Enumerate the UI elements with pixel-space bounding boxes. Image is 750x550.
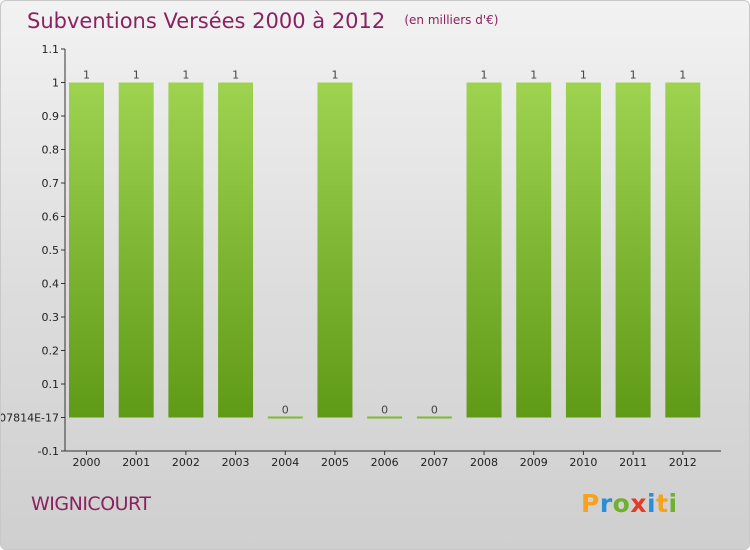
bar bbox=[466, 82, 502, 418]
data-label: 0 bbox=[381, 404, 388, 417]
x-tick-label: 2011 bbox=[619, 456, 647, 469]
data-label: 1 bbox=[580, 69, 587, 82]
data-label: 1 bbox=[679, 69, 686, 82]
data-label: 0 bbox=[431, 404, 438, 417]
bar bbox=[69, 82, 104, 418]
data-label: 1 bbox=[530, 69, 537, 82]
x-tick-label: 2002 bbox=[172, 456, 200, 469]
labels-group: 1 1 1 1 0 1 0 0 1 1 1 1 1 bbox=[83, 69, 686, 417]
x-tick-label: 2006 bbox=[371, 456, 399, 469]
bar bbox=[168, 82, 204, 418]
data-label: 1 bbox=[331, 69, 338, 82]
y-tick-label: 0.6 bbox=[42, 211, 60, 224]
x-tick-label: 2007 bbox=[420, 456, 448, 469]
bar bbox=[516, 82, 552, 418]
bar bbox=[615, 82, 651, 418]
y-tick-label: -0.1 bbox=[38, 445, 59, 458]
chart-subtitle: (en milliers d'€) bbox=[404, 13, 499, 27]
chart-title: Subventions Versées 2000 à 2012 bbox=[27, 9, 386, 33]
proxiti-logo: Proxiti bbox=[581, 489, 678, 518]
data-label: 1 bbox=[630, 69, 637, 82]
bar bbox=[665, 82, 701, 418]
y-tick-label: 1.1 bbox=[42, 43, 60, 56]
y-tick-label: 0.3 bbox=[42, 311, 60, 324]
y-tick-label: 0.1 bbox=[42, 378, 60, 391]
x-tick-label: 2004 bbox=[271, 456, 299, 469]
title-row: Subventions Versées 2000 à 2012 (en mill… bbox=[27, 9, 498, 33]
y-tick-label: 0.5 bbox=[42, 244, 60, 257]
data-label: 1 bbox=[481, 69, 488, 82]
data-label: 1 bbox=[232, 69, 239, 82]
bar bbox=[317, 82, 353, 418]
x-tick-label: 2009 bbox=[520, 456, 548, 469]
x-tick-label: 2003 bbox=[222, 456, 250, 469]
x-tick-label: 2005 bbox=[321, 456, 349, 469]
y-tick-label: 0.4 bbox=[42, 278, 60, 291]
data-label: 1 bbox=[133, 69, 140, 82]
x-tick-label: 2000 bbox=[73, 456, 101, 469]
bar bbox=[118, 82, 154, 418]
commune-name: WIGNICOURT bbox=[31, 493, 151, 515]
y-tick-label: 0.2 bbox=[42, 345, 60, 358]
axes-group: -0.1 1.3877787807814E-17 0.1 0.2 0.3 0.4 0.5 0.… bbox=[1, 43, 721, 469]
data-label: 1 bbox=[182, 69, 189, 82]
bar bbox=[218, 82, 254, 418]
bars-group bbox=[69, 82, 701, 419]
y-tick-label: 0.8 bbox=[42, 144, 60, 157]
x-tick-label: 2010 bbox=[569, 456, 597, 469]
data-label: 0 bbox=[282, 404, 289, 417]
x-tick-label: 2001 bbox=[122, 456, 150, 469]
y-tick-label: 0.9 bbox=[42, 110, 60, 123]
x-tick-label: 2008 bbox=[470, 456, 498, 469]
y-tick-label: 1 bbox=[52, 77, 59, 90]
data-label: 1 bbox=[83, 69, 90, 82]
y-tick-label: 1.3877787807814E-17 bbox=[1, 412, 59, 425]
bar bbox=[565, 82, 601, 418]
y-tick-label: 0.7 bbox=[42, 177, 60, 190]
x-tick-label: 2012 bbox=[669, 456, 697, 469]
